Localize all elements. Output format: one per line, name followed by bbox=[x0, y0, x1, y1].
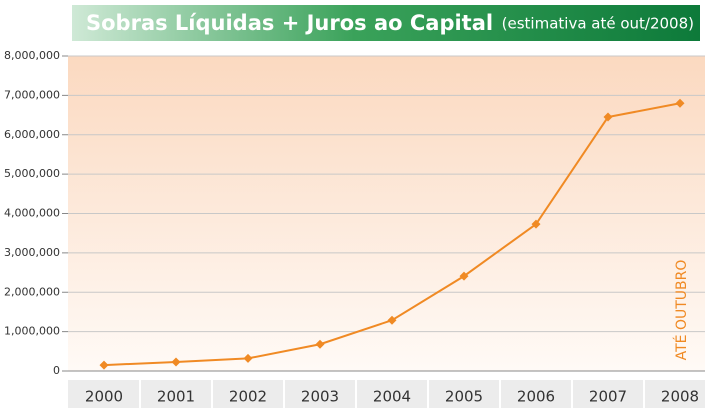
data-point bbox=[315, 339, 325, 349]
data-point bbox=[603, 112, 613, 122]
data-point bbox=[531, 219, 541, 229]
y-tick-label: 3,000,000 bbox=[4, 246, 60, 259]
x-tick-label: 2006 bbox=[517, 388, 555, 406]
x-tick-label: 2000 bbox=[85, 388, 123, 406]
chart-title: Sobras Líquidas + Juros ao Capital bbox=[86, 11, 493, 35]
data-point bbox=[459, 271, 469, 281]
y-tick-label: 1,000,000 bbox=[4, 325, 60, 338]
data-point bbox=[171, 357, 181, 367]
y-tick-label: 0 bbox=[53, 364, 60, 377]
y-tick-label: 8,000,000 bbox=[4, 49, 60, 62]
title-banner bbox=[72, 5, 700, 41]
x-tick-label: 2001 bbox=[157, 388, 195, 406]
data-point bbox=[243, 353, 253, 363]
x-tick-label: 2003 bbox=[301, 388, 339, 406]
y-tick-label: 4,000,000 bbox=[4, 207, 60, 220]
y-tick-label: 6,000,000 bbox=[4, 128, 60, 141]
x-tick-label: 2007 bbox=[589, 388, 627, 406]
x-tick-label: 2008 bbox=[661, 388, 699, 406]
x-tick-label: 2005 bbox=[445, 388, 483, 406]
y-tick-label: 2,000,000 bbox=[4, 285, 60, 298]
chart-subtitle: (estimativa até out/2008) bbox=[502, 15, 694, 33]
x-axis-band bbox=[68, 380, 705, 408]
data-point bbox=[387, 315, 397, 325]
data-point bbox=[675, 98, 685, 108]
x-tick-label: 2002 bbox=[229, 388, 267, 406]
annotation: ATÉ OUTUBRO bbox=[673, 260, 690, 361]
x-tick-label: 2004 bbox=[373, 388, 411, 406]
y-tick-label: 7,000,000 bbox=[4, 88, 60, 101]
data-point bbox=[99, 360, 109, 370]
y-tick-label: 5,000,000 bbox=[4, 167, 60, 180]
